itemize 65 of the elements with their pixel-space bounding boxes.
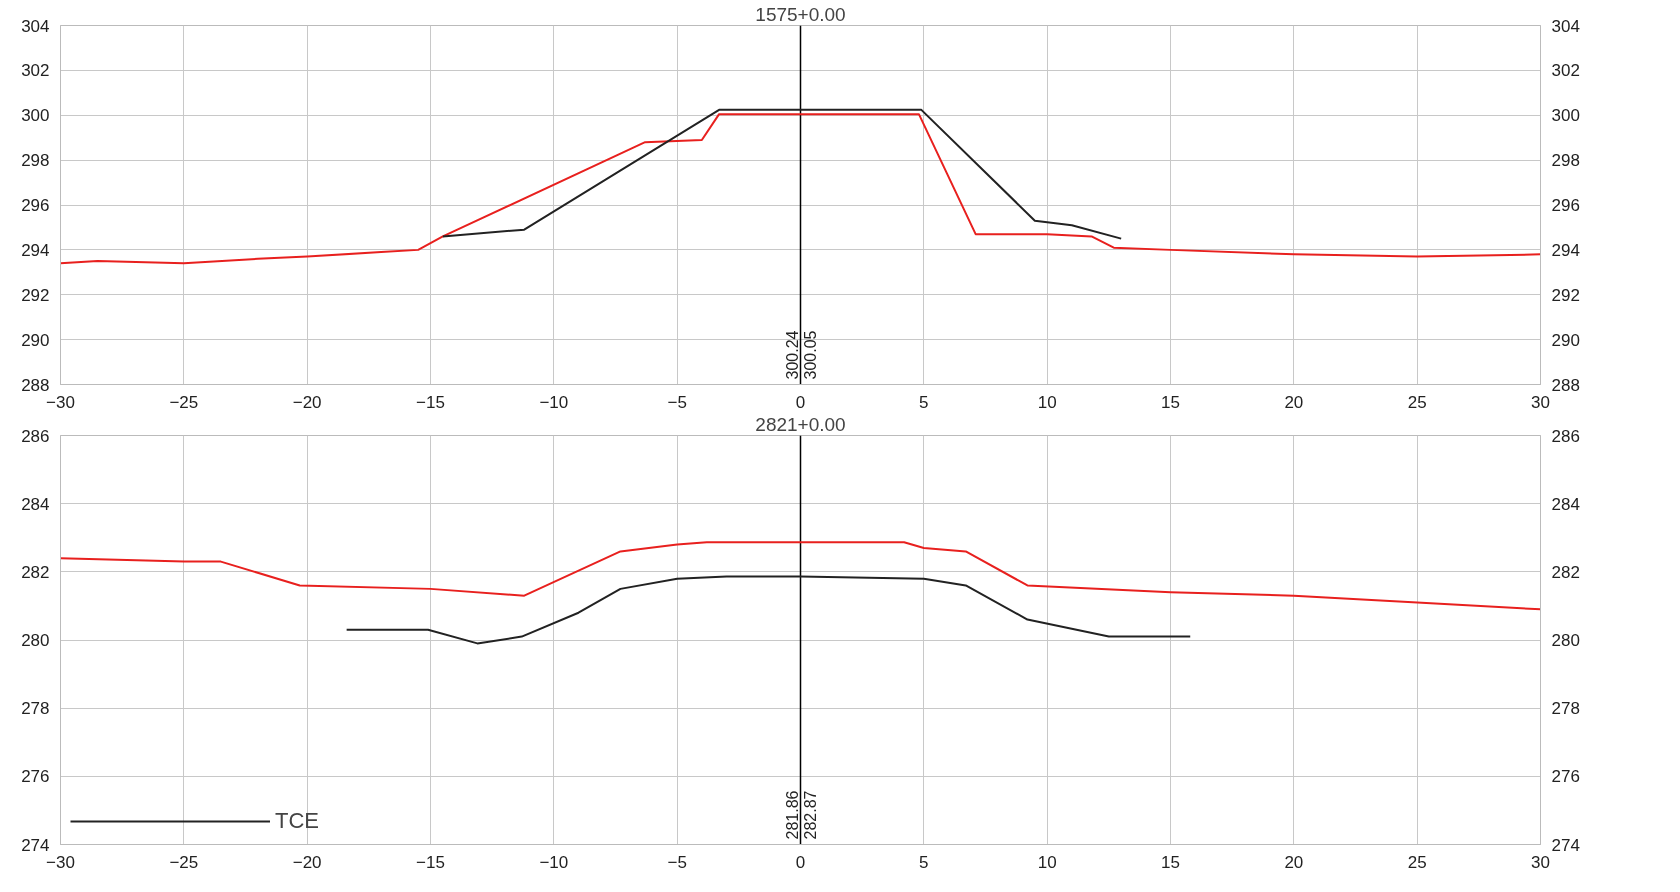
y-tick-label: 290 [21,330,50,350]
y2-tick-label: 282 [1551,562,1580,582]
x-tick-label: −30 [46,392,75,412]
y-tick-label: 292 [21,285,50,305]
y-tick-label: 302 [21,61,50,81]
y2-tick-label: 278 [1551,699,1580,719]
x-tick-label: −25 [169,392,199,412]
y2-tick-label: 288 [1551,375,1580,395]
annotation: 282.87 [801,790,819,840]
x-tick-label: −10 [539,392,569,412]
y-tick-label: 284 [21,494,50,514]
y-tick-label: 294 [21,240,50,260]
y-tick-label: 274 [21,835,50,855]
x-tick-label: −15 [416,852,445,872]
y2-tick-label: 286 [1551,426,1580,446]
x-tick-label: 10 [1037,852,1057,872]
x-tick-label: 20 [1284,852,1304,872]
y2-tick-label: 298 [1551,151,1580,171]
annotation: 300.24 [783,330,801,380]
y-tick-label: 282 [21,562,50,582]
x-tick-label: 30 [1531,852,1550,872]
y-tick-label: 288 [21,375,50,395]
annotation: 281.86 [783,790,801,840]
x-tick-label: −25 [169,852,199,872]
y-tick-label: 304 [21,16,50,36]
x-tick-label: 25 [1407,852,1427,872]
text: TCE [275,808,319,834]
y2-tick-label: 296 [1551,196,1580,215]
chart-title: 2821+0.00 [755,413,846,435]
y-tick-label: 286 [21,426,50,446]
x-tick-label: −10 [539,852,569,872]
y-tick-label: 276 [21,767,50,787]
y-tick-label: 278 [21,699,50,719]
x-tick-label: 5 [919,392,929,412]
x-tick-label: 25 [1407,392,1427,412]
x-tick-label: −20 [292,852,322,872]
annotation: 300.05 [801,330,819,380]
x-tick-label: 5 [919,852,929,872]
y2-tick-label: 294 [1551,240,1580,260]
y-tick-label: 298 [21,151,50,171]
y2-tick-label: 304 [1551,16,1580,36]
y-tick-label: 280 [21,631,50,650]
x-tick-label: 15 [1161,392,1180,412]
y2-tick-label: 290 [1551,330,1580,350]
x-tick-label: −30 [46,852,75,872]
x-tick-label: 0 [795,392,806,412]
chart-title: 1575+0.00 [755,3,846,25]
y2-tick-label: 274 [1551,835,1580,855]
y2-tick-label: 276 [1551,767,1580,787]
x-tick-label: 0 [795,852,806,872]
y-tick-label: 300 [21,106,50,126]
x-tick-label: −15 [416,392,445,412]
x-tick-label: 15 [1161,852,1180,872]
x-tick-label: −5 [667,852,687,872]
y2-tick-label: 280 [1551,631,1580,650]
x-tick-label: 10 [1037,392,1057,412]
y2-tick-label: 292 [1551,285,1580,305]
y2-tick-label: 284 [1551,494,1580,514]
x-tick-label: −5 [667,392,687,412]
x-tick-label: −20 [292,392,322,412]
y-tick-label: 296 [21,196,50,215]
x-tick-label: 30 [1531,392,1550,412]
y2-tick-label: 300 [1551,106,1580,126]
y2-tick-label: 302 [1551,61,1580,81]
x-tick-label: 20 [1284,392,1304,412]
